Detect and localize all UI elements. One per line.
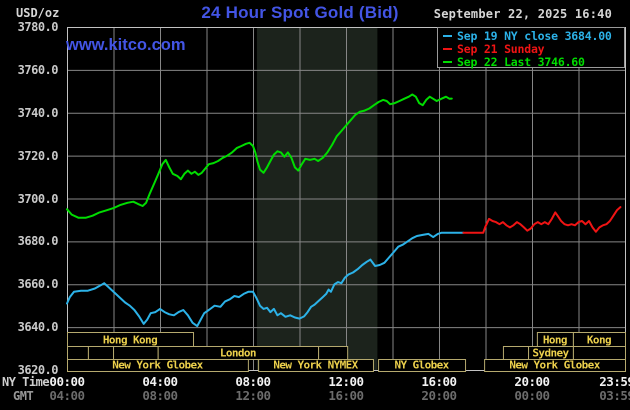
session-label: New York NYMEX: [273, 359, 358, 372]
series-line-red: [462, 206, 622, 234]
series-line-green: [66, 93, 453, 219]
legend-item: Sep 22 Last 3746.60: [443, 54, 624, 69]
session-label: Sydney: [532, 347, 569, 360]
x-tick-label-gmt: 12:00: [235, 388, 271, 403]
x-tick-label-ny: 12:00: [328, 374, 364, 389]
x-tick-label-ny: 16:00: [421, 374, 457, 389]
legend-item: Sep 19 NY close 3684.00: [443, 28, 624, 43]
y-axis-unit-label: USD/oz: [16, 6, 60, 20]
session-label: Kong: [587, 334, 611, 347]
x-tick-label-gmt: 03:59: [599, 388, 630, 403]
session-label: New York Globex: [509, 359, 600, 372]
legend: Sep 19 NY close 3684.00 Sep 21 Sunday Sep …: [437, 27, 625, 69]
x-tick-label-ny: 00:00: [49, 374, 85, 389]
session-box-ny-globex: [378, 359, 467, 372]
y-tick-label: 3620.0: [17, 363, 59, 377]
session-label: New York Globex: [112, 359, 203, 372]
legend-label: Sep 22 Last 3746.60: [457, 54, 585, 69]
session-box-europe-row: [67, 346, 89, 360]
session-box-new-york-globex: [484, 359, 627, 372]
gmt-axis-name: GMT: [13, 389, 34, 403]
ny-time-axis-name: NY Time: [2, 375, 50, 389]
session-label: Hong Kong: [103, 334, 157, 347]
session-box-new-york-globex: [67, 359, 249, 372]
y-tick-label: 3640.0: [17, 320, 59, 335]
y-tick-label: 3700.0: [17, 191, 59, 206]
x-tick-label-ny: 04:00: [142, 374, 178, 389]
chart-timestamp: September 22, 2025 16:40: [433, 7, 612, 21]
x-tick-label-gmt: 20:00: [421, 388, 457, 403]
page-title: 24 Hour Spot Gold (Bid): [201, 3, 399, 22]
kitco-watermark-link[interactable]: www.kitco.com: [66, 36, 186, 54]
x-tick-label-ny: 23:59: [599, 374, 630, 389]
legend-label: Sep 21 Sunday: [457, 41, 545, 56]
y-tick-label: 3720.0: [17, 148, 59, 163]
legend-swatch-green: [443, 60, 452, 63]
legend-swatch-red: [443, 47, 452, 50]
y-tick-label: 3660.0: [17, 277, 59, 292]
y-tick-label: 3780.0: [17, 20, 59, 34]
x-tick-label-gmt: 00:00: [514, 388, 550, 403]
legend-swatch-cyan: [443, 34, 452, 37]
session-box-europe-row: [87, 346, 115, 360]
x-tick-label-ny: 20:00: [514, 374, 550, 389]
x-tick-label-gmt: 08:00: [142, 388, 178, 403]
session-box-new-york-nymex: [258, 359, 374, 372]
legend-item: Sep 21 Sunday: [443, 41, 624, 56]
y-tick-label: 3680.0: [17, 234, 59, 249]
series-line-cyan: [66, 231, 465, 328]
session-label: NY Globex: [394, 359, 449, 372]
y-tick-label: 3740.0: [17, 105, 59, 120]
x-tick-label-gmt: 16:00: [328, 388, 364, 403]
x-tick-label-gmt: 04:00: [49, 388, 85, 403]
session-label: London: [220, 347, 256, 360]
legend-label: Sep 19 NY close 3684.00: [457, 28, 612, 43]
y-tick-label: 3760.0: [17, 62, 59, 77]
session-label: Hong: [543, 334, 567, 347]
x-tick-label-ny: 08:00: [235, 374, 271, 389]
